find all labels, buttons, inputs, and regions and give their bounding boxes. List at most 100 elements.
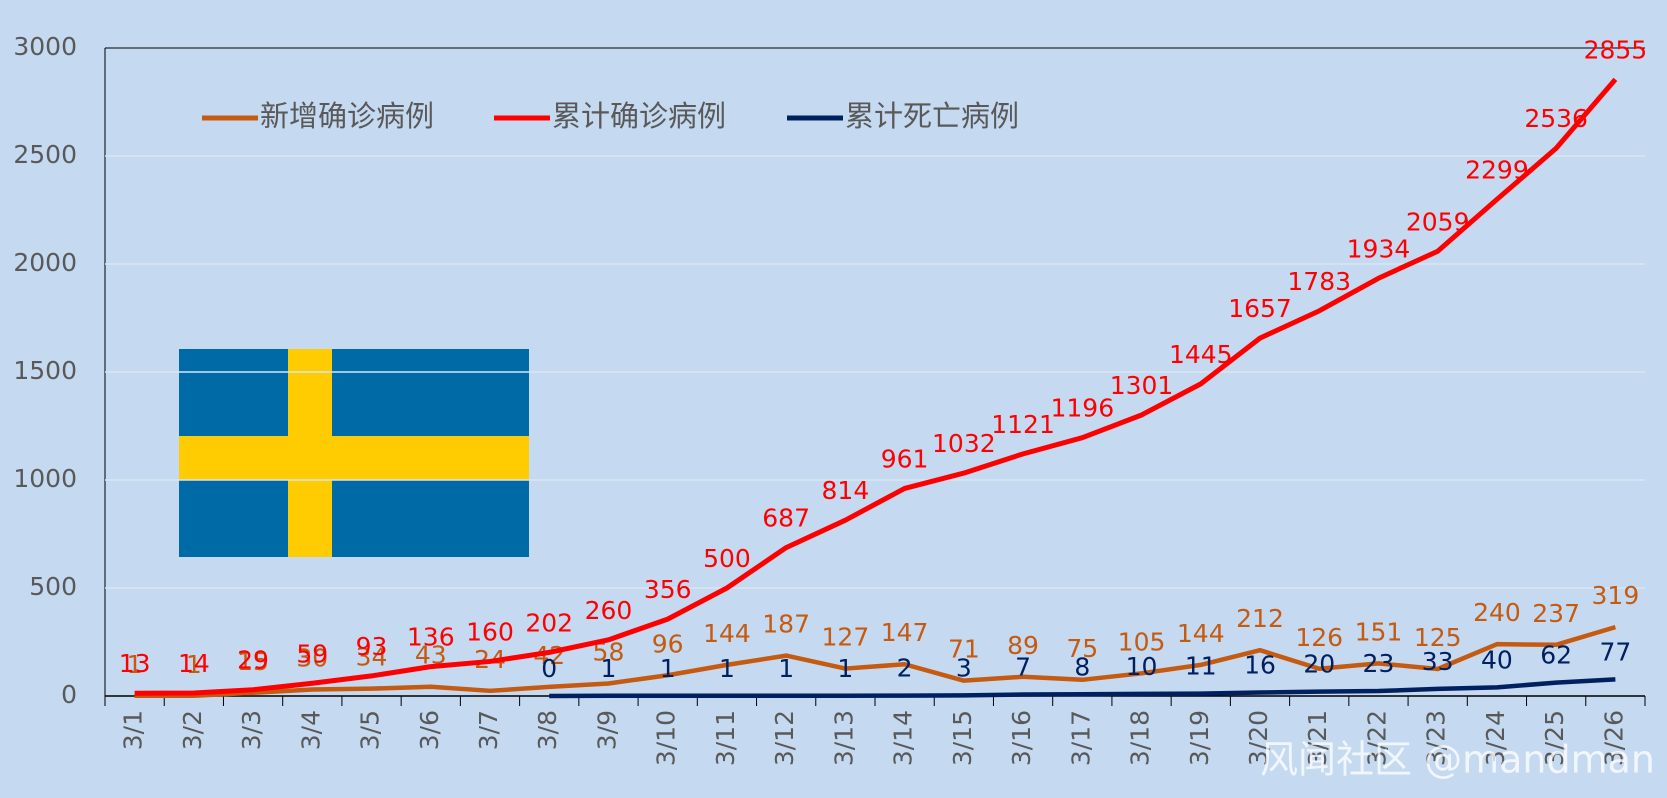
- data-label: 240: [1473, 598, 1521, 627]
- x-tick-label: 3/4: [296, 710, 325, 750]
- x-tick-label: 3/5: [356, 710, 385, 750]
- data-label: 961: [881, 444, 929, 473]
- series-line: [549, 677, 1616, 699]
- x-tick-label: 3/24: [1481, 710, 1510, 766]
- x-tick-label: 3/13: [829, 710, 858, 766]
- data-label: 125: [1414, 623, 1462, 652]
- data-label: 1: [186, 650, 202, 679]
- x-tick-label: 3/20: [1244, 710, 1273, 766]
- data-label: 687: [762, 504, 810, 533]
- x-tick-label: 3/16: [1007, 710, 1036, 766]
- data-label: 10: [1126, 652, 1158, 681]
- data-label: 144: [1177, 619, 1225, 648]
- watermark: 风闻社区 @mandman: [1260, 738, 1655, 782]
- data-label: 89: [1007, 631, 1039, 660]
- data-label: 1032: [932, 429, 996, 458]
- data-label: 500: [703, 544, 751, 573]
- x-tick-label: 3/6: [415, 710, 444, 750]
- data-label: 14: [178, 649, 210, 678]
- x-tick-label: 3/22: [1362, 710, 1391, 766]
- data-label: 1121: [991, 410, 1055, 439]
- data-label: 1: [837, 654, 853, 683]
- x-tick-label: 3/1: [119, 710, 148, 750]
- data-label: 30: [296, 644, 328, 673]
- data-label: 126: [1295, 623, 1343, 652]
- data-label: 62: [1540, 641, 1572, 670]
- x-tick-label: 3/18: [1126, 710, 1155, 766]
- data-label: 13: [119, 649, 151, 678]
- x-tick-label: 3/12: [770, 710, 799, 766]
- x-tick-label: 3/25: [1540, 710, 1569, 766]
- data-label: 40: [1481, 645, 1513, 674]
- data-label: 814: [822, 476, 870, 505]
- data-label: 29: [237, 646, 269, 675]
- data-label: 319: [1592, 581, 1640, 610]
- x-tick-label: 3/26: [1599, 710, 1628, 766]
- data-label: 356: [644, 575, 692, 604]
- data-label: 144: [703, 619, 751, 648]
- legend-label: 累计确诊病例: [552, 99, 726, 133]
- legend-label: 新增确诊病例: [260, 99, 434, 133]
- data-label: 3: [956, 653, 972, 682]
- data-label: 2: [897, 654, 913, 683]
- data-label: 151: [1355, 617, 1403, 646]
- x-tick-label: 3/15: [948, 710, 977, 766]
- data-label: 1: [719, 654, 735, 683]
- data-label: 1301: [1110, 371, 1174, 400]
- data-label: 1657: [1228, 294, 1292, 323]
- series-line: [134, 77, 1618, 696]
- data-label: 136: [407, 623, 455, 652]
- data-label: 7: [1015, 652, 1031, 681]
- y-tick-label: 1500: [13, 356, 77, 385]
- x-tick-label: 3/3: [237, 710, 266, 750]
- y-tick-label: 2500: [13, 140, 77, 169]
- data-label: 160: [466, 617, 514, 646]
- data-label: 237: [1532, 599, 1580, 628]
- x-tick-label: 3/9: [592, 710, 621, 750]
- data-label: 2059: [1406, 207, 1470, 236]
- data-label: 202: [525, 608, 573, 637]
- data-label: 33: [1422, 647, 1454, 676]
- data-label: 2536: [1524, 104, 1588, 133]
- x-tick-label: 3/17: [1066, 710, 1095, 766]
- x-tick-label: 3/8: [533, 710, 562, 750]
- data-label: 16: [1244, 651, 1276, 680]
- data-label: 127: [822, 623, 870, 652]
- series-line: [134, 624, 1617, 699]
- y-tick-label: 0: [61, 680, 77, 709]
- data-label: 23: [1363, 649, 1395, 678]
- x-tick-label: 3/2: [178, 710, 207, 750]
- x-tick-label: 3/14: [889, 710, 918, 766]
- y-tick-label: 500: [29, 572, 77, 601]
- x-tick-label: 3/23: [1422, 710, 1451, 766]
- y-tick-label: 1000: [13, 464, 77, 493]
- y-tick-label: 3000: [13, 32, 77, 61]
- data-label: 1196: [1050, 394, 1114, 423]
- data-label: 20: [1303, 650, 1335, 679]
- data-label: 75: [1066, 634, 1098, 663]
- data-label: 93: [356, 632, 388, 661]
- x-tick-label: 3/19: [1185, 710, 1214, 766]
- data-label: 1: [778, 654, 794, 683]
- data-label: 59: [296, 639, 328, 668]
- x-tick-label: 3/7: [474, 710, 503, 750]
- legend-label: 累计死亡病例: [845, 99, 1019, 133]
- data-label: 1445: [1169, 340, 1233, 369]
- sweden-flag: [179, 349, 529, 557]
- data-label: 1: [127, 650, 143, 679]
- data-label: 77: [1599, 637, 1631, 666]
- data-label: 34: [356, 643, 388, 672]
- data-label: 2299: [1465, 155, 1529, 184]
- data-label: 8: [1074, 652, 1090, 681]
- data-label: 105: [1118, 627, 1166, 656]
- data-label: 15: [237, 647, 269, 676]
- data-label: 0: [541, 654, 557, 683]
- x-tick-label: 3/21: [1303, 710, 1332, 766]
- data-label: 260: [585, 596, 633, 625]
- data-label: 147: [881, 618, 929, 647]
- data-label: 96: [652, 629, 684, 658]
- data-label: 1934: [1347, 234, 1411, 263]
- data-label: 212: [1236, 604, 1284, 633]
- data-label: 187: [762, 610, 810, 639]
